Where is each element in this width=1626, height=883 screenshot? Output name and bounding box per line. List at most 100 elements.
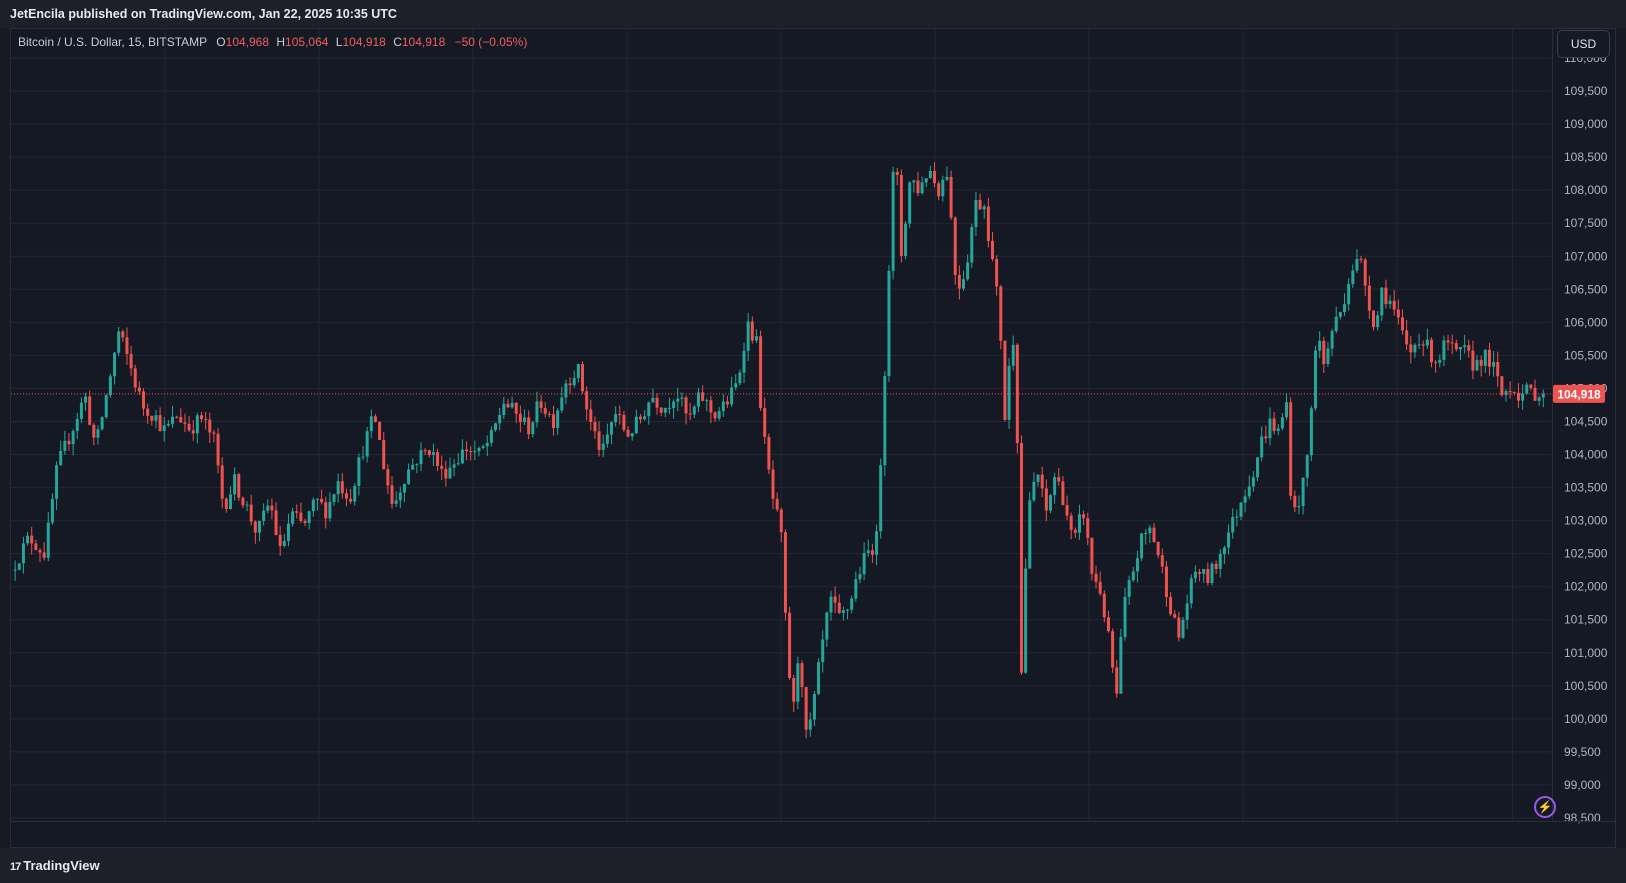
candle-body bbox=[42, 552, 46, 558]
candle-body bbox=[204, 419, 208, 421]
candle-body bbox=[365, 431, 369, 457]
currency-button[interactable]: USD bbox=[1557, 30, 1610, 58]
candle-body bbox=[862, 552, 866, 575]
candle-body bbox=[523, 417, 527, 423]
candle-body bbox=[92, 424, 96, 438]
candle-body bbox=[1177, 617, 1181, 638]
candle-body bbox=[419, 450, 423, 465]
candle-body bbox=[1077, 514, 1081, 533]
candle-body bbox=[982, 206, 986, 210]
candle-body bbox=[1094, 573, 1098, 582]
candle-body bbox=[792, 678, 796, 702]
tradingview-logo[interactable]: 17 TradingView bbox=[10, 858, 100, 873]
candle-body bbox=[150, 415, 154, 421]
candle-body bbox=[1065, 505, 1069, 516]
candle-body bbox=[465, 449, 469, 452]
candle-body bbox=[369, 416, 373, 432]
price-tick-label: 106,500 bbox=[1564, 282, 1608, 296]
candle-body bbox=[875, 531, 879, 555]
price-tick-label: 104,500 bbox=[1564, 414, 1608, 428]
candle-body bbox=[137, 387, 141, 392]
publisher-text: JetEncila published on TradingView.com, … bbox=[10, 7, 397, 21]
candle-body bbox=[991, 240, 995, 259]
candle-body bbox=[1425, 339, 1429, 346]
price-axis[interactable]: 98,500 99,000 99,500 100,000 100,500 101,000 1… bbox=[1564, 51, 1608, 825]
candle-body bbox=[59, 451, 63, 466]
candle-body bbox=[601, 443, 605, 450]
candle-body bbox=[763, 408, 767, 437]
candle-body bbox=[386, 469, 390, 486]
candle-body bbox=[1090, 537, 1094, 574]
candle-body bbox=[1011, 344, 1015, 366]
candle-body bbox=[1160, 555, 1164, 567]
candle-body bbox=[469, 451, 473, 453]
candle-body bbox=[560, 397, 564, 411]
candle-body bbox=[1028, 500, 1032, 569]
candle-body bbox=[411, 464, 415, 470]
price-tick-label: 98,500 bbox=[1564, 811, 1601, 825]
candle-body bbox=[701, 392, 705, 401]
price-tick-label: 103,500 bbox=[1564, 481, 1608, 495]
candle-body bbox=[1347, 283, 1351, 305]
candle-body bbox=[444, 468, 448, 479]
candle-body bbox=[527, 417, 531, 435]
candle-body bbox=[1471, 350, 1475, 371]
lightning-icon[interactable]: ⚡ bbox=[1534, 796, 1556, 818]
candle-body bbox=[282, 541, 286, 546]
candle-body bbox=[175, 416, 179, 418]
candle-body bbox=[315, 498, 319, 500]
candle-body bbox=[713, 412, 717, 419]
candle-body bbox=[30, 535, 34, 544]
candle-body bbox=[688, 413, 692, 415]
candle-body bbox=[543, 408, 547, 414]
price-axis-divider bbox=[1552, 28, 1553, 821]
candle-body bbox=[1036, 474, 1040, 482]
candle-body bbox=[1135, 558, 1139, 572]
candle-body bbox=[1309, 408, 1313, 456]
candle-body bbox=[452, 464, 456, 468]
candle-body bbox=[1338, 312, 1342, 317]
candle-body bbox=[398, 492, 402, 501]
candlestick-chart[interactable]: 98,500 99,000 99,500 100,000 100,500 101,000 1… bbox=[0, 0, 1626, 848]
candle-body bbox=[67, 440, 71, 445]
candle-body bbox=[1483, 349, 1487, 366]
time-tick-label: 22 bbox=[1390, 826, 1404, 840]
low-value: 104,918 bbox=[342, 35, 386, 49]
candle-body bbox=[353, 485, 357, 502]
candle-body bbox=[1512, 392, 1516, 394]
candle-body bbox=[274, 510, 278, 535]
candle-body bbox=[904, 223, 908, 256]
candle-body bbox=[133, 368, 137, 388]
candle-body bbox=[1231, 517, 1235, 533]
price-tick-label: 101,000 bbox=[1564, 646, 1608, 660]
candle-body bbox=[506, 403, 510, 408]
candle-body bbox=[191, 430, 195, 434]
candle-body bbox=[924, 178, 928, 183]
candle-body bbox=[1156, 541, 1160, 556]
candle-body bbox=[63, 440, 67, 452]
candle-body bbox=[1496, 361, 1500, 377]
candle-body bbox=[1384, 287, 1388, 305]
candle-body bbox=[378, 421, 382, 441]
candle-body bbox=[1367, 285, 1371, 311]
candle-body bbox=[1193, 571, 1197, 579]
candle-body bbox=[564, 383, 568, 398]
candle-body bbox=[431, 452, 435, 455]
price-tick-label: 100,500 bbox=[1564, 679, 1608, 693]
candle-body bbox=[1504, 391, 1508, 396]
candle-body bbox=[746, 321, 750, 351]
price-tick-label: 109,500 bbox=[1564, 84, 1608, 98]
candle-body bbox=[638, 416, 642, 420]
candle-body bbox=[1202, 568, 1206, 574]
candle-body bbox=[1417, 344, 1421, 346]
candle-body bbox=[986, 206, 990, 241]
last-price-tag-bg bbox=[1553, 384, 1605, 403]
candle-body bbox=[415, 464, 419, 466]
candle-body bbox=[692, 406, 696, 415]
candle-body bbox=[1305, 455, 1309, 478]
candle-body bbox=[576, 364, 580, 379]
candle-body bbox=[1119, 636, 1123, 694]
price-tick-label: 99,000 bbox=[1564, 778, 1601, 792]
candle-body bbox=[1256, 457, 1260, 478]
